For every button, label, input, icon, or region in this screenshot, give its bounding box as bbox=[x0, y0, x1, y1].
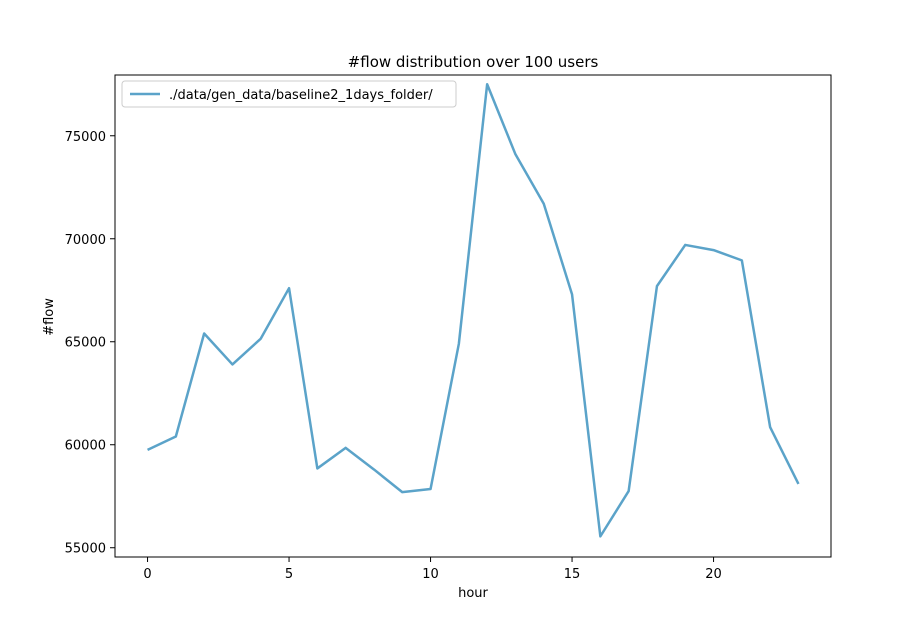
x-tick-label: 5 bbox=[285, 567, 293, 582]
x-tick-label: 15 bbox=[564, 567, 581, 582]
y-tick-label: 60000 bbox=[65, 439, 106, 454]
y-axis-label: #flow bbox=[42, 298, 57, 336]
y-tick-label: 70000 bbox=[65, 233, 106, 248]
x-tick-label: 0 bbox=[143, 567, 151, 582]
legend-label: ./data/gen_data/baseline2_1days_folder/ bbox=[169, 88, 433, 103]
y-tick-label: 55000 bbox=[65, 542, 106, 557]
chart-title: #flow distribution over 100 users bbox=[348, 53, 599, 71]
y-tick-label: 65000 bbox=[65, 336, 106, 351]
x-tick-label: 20 bbox=[705, 567, 722, 582]
x-tick-label: 10 bbox=[422, 567, 439, 582]
y-tick-label: 75000 bbox=[65, 130, 106, 145]
x-axis-label: hour bbox=[458, 586, 488, 601]
